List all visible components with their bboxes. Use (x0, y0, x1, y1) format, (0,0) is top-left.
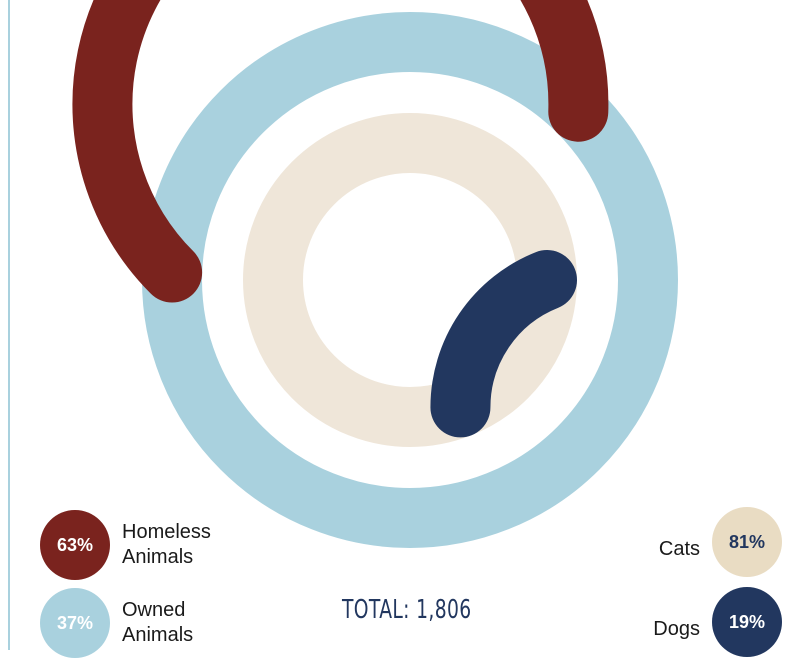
cats-label: Cats (658, 537, 700, 560)
homeless-label-line1: Homeless (122, 521, 211, 543)
outer-ring (72, 0, 678, 548)
homeless-label: Homeless Animals (122, 520, 211, 570)
cats-percent-badge: 81% (712, 507, 782, 577)
dogs-label: Dogs (653, 617, 700, 640)
legend-owned-animals: 37% Owned Animals (40, 588, 193, 658)
legend-cats: Cats 81% (659, 507, 782, 577)
inner-ring (243, 113, 577, 447)
homeless-label-line2: Animals (122, 546, 194, 568)
total-count: TOTAL: 1,806 (342, 595, 472, 625)
owned-label: Owned Animals (122, 598, 193, 648)
owned-label-line2: Animals (122, 624, 194, 646)
slice-homeless-animals (72, 0, 609, 303)
left-border-rule (8, 0, 10, 650)
owned-percent-badge: 37% (40, 588, 110, 658)
legend-homeless-animals: 63% Homeless Animals (40, 510, 211, 580)
owned-label-line1: Owned (122, 599, 186, 621)
slice-dogs (430, 250, 577, 438)
homeless-percent-badge: 63% (40, 510, 110, 580)
dogs-percent-badge: 19% (712, 587, 782, 657)
legend-dogs: Dogs 19% (653, 587, 782, 657)
